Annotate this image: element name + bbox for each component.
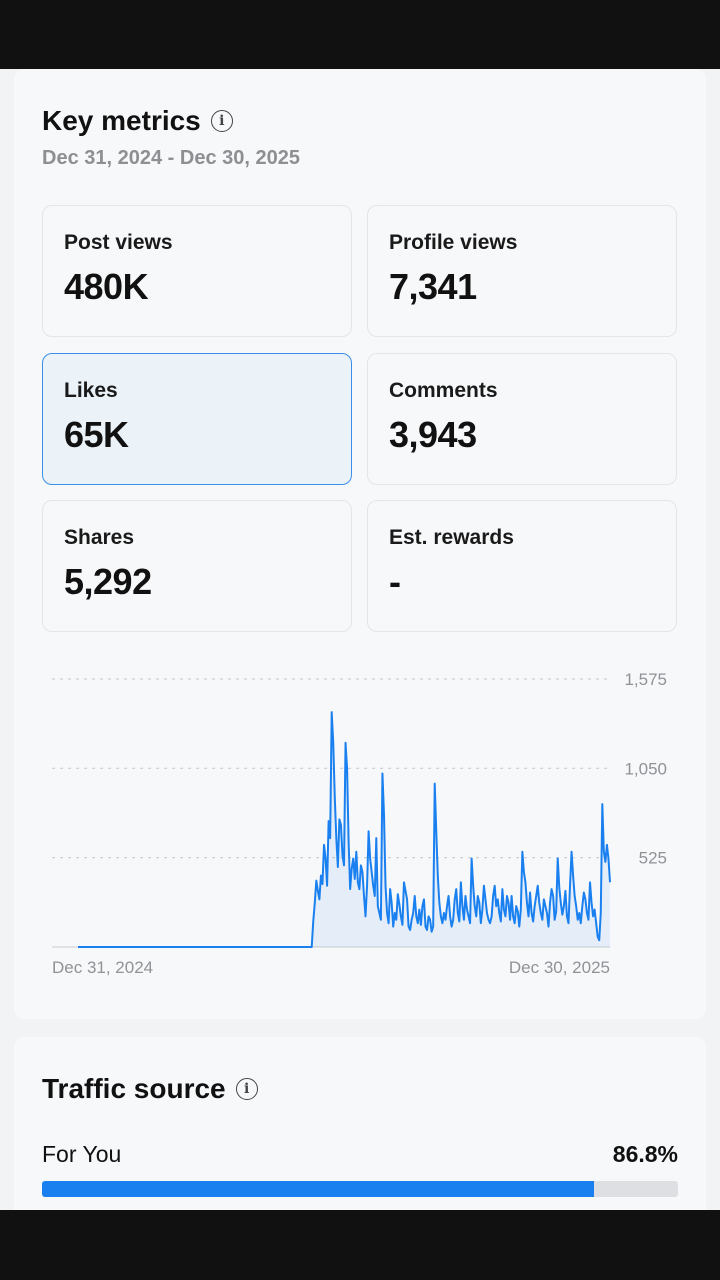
series-line (78, 711, 611, 948)
traffic-row-for-you[interactable]: For You 86.8% (42, 1141, 678, 1168)
y-tick-label: 525 (639, 849, 667, 868)
metric-label: Profile views (389, 231, 518, 254)
date-range[interactable]: Dec 31, 2024 - Dec 30, 2025 (42, 147, 300, 169)
info-icon[interactable]: i (210, 110, 233, 132)
traffic-label: For You (42, 1141, 122, 1167)
metric-label: Post views (64, 231, 173, 254)
traffic-percent: 86.8% (612, 1141, 678, 1167)
traffic-source-heading: Traffic source i (42, 1073, 258, 1105)
series-area (78, 712, 610, 947)
status-bar (0, 0, 720, 69)
metric-label: Shares (64, 526, 135, 549)
y-tick-label: 1,050 (624, 759, 667, 778)
key-metrics-title: Key metrics (42, 105, 201, 136)
metric-label: Est. rewards (389, 526, 514, 549)
metric-label: Comments (389, 379, 498, 402)
metric-value: 7,341 (389, 266, 477, 307)
metric-value: 65K (64, 414, 129, 455)
metric-label: Likes (64, 379, 118, 402)
metric-value: 3,943 (389, 414, 477, 455)
metric-tile-profile-views[interactable]: Profile views 7,341 (367, 205, 677, 337)
metric-tile-shares[interactable]: Shares 5,292 (42, 500, 352, 632)
metric-tile-post-views[interactable]: Post views 480K (42, 205, 352, 337)
metric-tile-comments[interactable]: Comments 3,943 (367, 353, 677, 485)
x-tick-label-start: Dec 31, 2024 (52, 958, 153, 977)
info-icon[interactable]: i (235, 1078, 258, 1100)
key-metrics-card: Key metrics i Dec 31, 2024 - Dec 30, 202… (14, 69, 706, 1019)
traffic-source-title: Traffic source (42, 1073, 226, 1104)
metric-value: - (389, 561, 401, 602)
traffic-bar-track (42, 1181, 678, 1197)
metric-value: 5,292 (64, 561, 152, 602)
navigation-bar (0, 1210, 720, 1280)
metric-tile-likes[interactable]: Likes 65K (42, 353, 352, 485)
metric-value: 480K (64, 266, 149, 307)
y-tick-label: 1,575 (624, 670, 667, 689)
key-metrics-heading: Key metrics i (42, 105, 233, 137)
likes-chart[interactable]: 525 1,050 1,575 Dec 31, 2024 Dec 30, 2025 (14, 659, 706, 999)
analytics-screen: Key metrics i Dec 31, 2024 - Dec 30, 202… (0, 69, 720, 1210)
traffic-bar-fill (42, 1181, 595, 1197)
likes-chart-svg[interactable]: 525 1,050 1,575 Dec 31, 2024 Dec 30, 2025 (14, 659, 706, 999)
metric-tile-est-rewards[interactable]: Est. rewards - (367, 500, 677, 632)
traffic-source-card: Traffic source i For You 86.8% (14, 1037, 706, 1210)
x-tick-label-end: Dec 30, 2025 (509, 958, 610, 977)
